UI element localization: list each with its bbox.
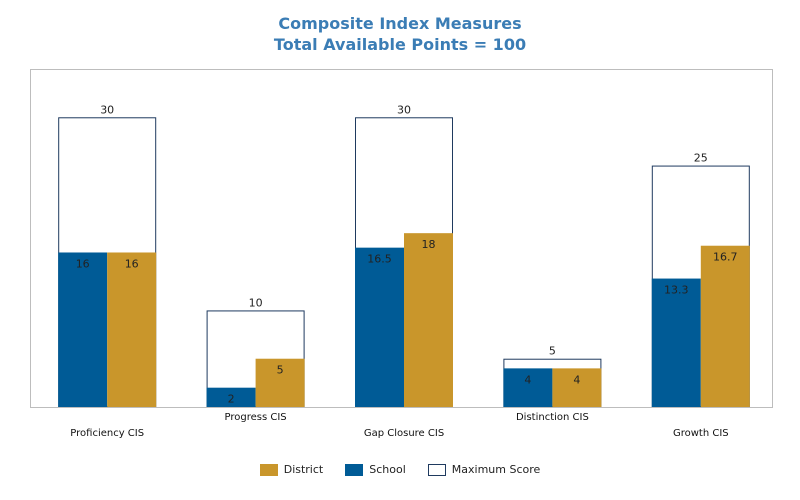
bar-school-0 (58, 252, 108, 407)
bar-school-3 (503, 368, 553, 407)
school-swatch (345, 463, 364, 476)
chart-title: Composite Index Measures (278, 14, 522, 33)
plot-area (30, 69, 773, 408)
label-maximum-2: 30 (397, 103, 411, 116)
label-district-0: 16 (125, 257, 139, 270)
label-maximum-0: 30 (100, 103, 114, 116)
legend-label-school: School (369, 463, 406, 476)
category-label-1: Progress CIS (225, 412, 287, 423)
label-school-3: 4 (524, 373, 531, 386)
district-swatch (259, 463, 278, 476)
bar-district-2 (404, 233, 453, 407)
label-school-4: 13.3 (664, 284, 689, 297)
label-district-2: 18 (422, 238, 436, 251)
category-label-0: Proficiency CIS (70, 428, 144, 439)
label-district-4: 16.7 (713, 251, 738, 264)
bar-district-3 (552, 368, 602, 407)
bar-district-0 (107, 252, 157, 407)
bar-school-1 (206, 387, 256, 407)
chart-subtitle: Total Available Points = 100 (273, 35, 527, 54)
bar-school-2 (355, 247, 404, 407)
legend-label-maximum: Maximum Score (451, 463, 541, 476)
chart-legend: District School Maximum Score (0, 463, 800, 476)
label-district-3: 4 (573, 373, 580, 386)
label-maximum-4: 25 (694, 152, 708, 165)
bar-school-4 (651, 278, 701, 407)
category-label-3: Distinction CIS (516, 412, 589, 423)
legend-item-school: School (345, 463, 406, 476)
label-school-2: 16.5 (367, 253, 392, 266)
maximum-score-swatch (427, 463, 446, 476)
legend-item-district: District (259, 463, 324, 476)
category-label-2: Gap Closure CIS (364, 428, 444, 439)
label-maximum-1: 10 (249, 296, 263, 309)
legend-item-maximum: Maximum Score (427, 463, 541, 476)
label-school-1: 2 (228, 393, 235, 406)
category-label-4: Growth CIS (673, 428, 729, 439)
label-district-1: 5 (277, 364, 284, 377)
bar-district-4 (700, 245, 750, 407)
legend-label-district: District (283, 463, 324, 476)
bar-district-1 (255, 358, 305, 407)
label-school-0: 16 (76, 257, 90, 270)
label-maximum-3: 5 (549, 345, 556, 358)
